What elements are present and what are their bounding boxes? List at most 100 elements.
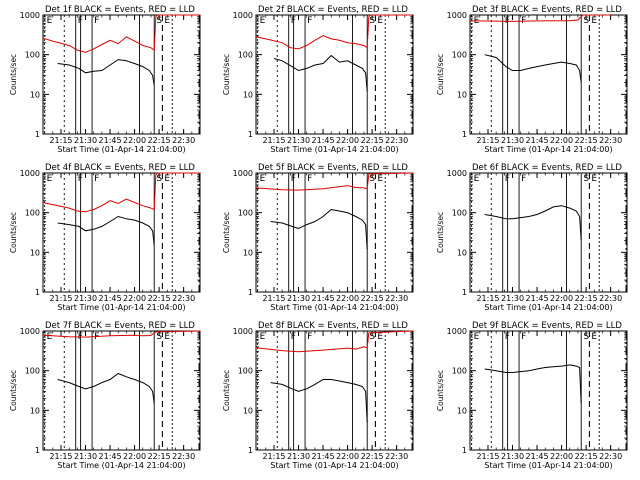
y-axis-label: Counts/sec (436, 212, 445, 253)
events-series-line (484, 364, 582, 404)
x-axis-label: Start Time (01-Apr-14 21:04:00) (270, 303, 398, 312)
x-tick-label: 21:30 (287, 136, 310, 145)
lld-series-line (42, 172, 200, 213)
y-tick-label: 1 (35, 288, 40, 297)
x-tick-label: 22:15 (361, 136, 384, 145)
y-tick-label: 1 (248, 288, 253, 297)
x-tick-label: 22:30 (599, 452, 622, 461)
y-tick-label: 1 (35, 446, 40, 455)
x-axis-label: Start Time (01-Apr-14 21:04:00) (484, 145, 612, 154)
x-tick-label: 22:15 (148, 452, 171, 461)
y-tick-label: 1 (35, 130, 40, 139)
y-tick-label: 100 (238, 51, 253, 60)
lld-series-line (255, 172, 414, 191)
axis-frame (469, 172, 628, 293)
y-tick-label: 100 (25, 51, 40, 60)
x-tick-label: 21:45 (312, 452, 335, 461)
x-tick-label: 22:30 (599, 294, 622, 303)
panel-det-2: Det 2f BLACK = Events, RED = LLD 1 10 100 10… (222, 5, 414, 154)
axis-frame (42, 330, 201, 451)
event-marker-label: E (47, 174, 53, 184)
axis-frame (469, 330, 628, 451)
panel-det-5: Det 5f BLACK = Events, RED = LLD 1 10 100 10… (222, 163, 414, 312)
event-marker-label: E (377, 16, 383, 26)
x-tick-label: 22:00 (550, 452, 573, 461)
panel-det-4: Det 4f BLACK = Events, RED = LLD 1 10 100 10… (9, 163, 201, 312)
y-tick-label: 1 (462, 446, 467, 455)
panel-det-7: Det 7f BLACK = Events, RED = LLD 1 10 100 10… (9, 321, 201, 470)
events-series-line (57, 372, 155, 404)
x-tick-label: 21:15 (476, 136, 499, 145)
y-tick-label: 1000 (447, 169, 467, 178)
y-axis-label: Counts/sec (9, 212, 18, 253)
x-axis-label: Start Time (01-Apr-14 21:04:00) (270, 461, 398, 470)
events-series-line (484, 205, 582, 241)
event-marker-label: E (164, 332, 170, 342)
x-tick-label: 22:00 (123, 136, 146, 145)
y-tick-label: 10 (457, 248, 467, 257)
x-tick-label: 22:30 (599, 136, 622, 145)
y-tick-label: 10 (243, 406, 253, 415)
y-tick-label: 1 (248, 446, 253, 455)
y-tick-label: 1000 (233, 169, 253, 178)
x-tick-label: 21:15 (262, 136, 285, 145)
x-tick-label: 21:15 (49, 294, 72, 303)
event-marker-label: E (591, 174, 597, 184)
x-tick-label: 22:30 (172, 294, 195, 303)
x-tick-label: 21:15 (262, 452, 285, 461)
y-axis-label: Counts/sec (436, 54, 445, 95)
x-tick-label: 21:30 (287, 452, 310, 461)
y-axis-label: Counts/sec (222, 212, 231, 253)
x-tick-label: 22:30 (385, 136, 408, 145)
y-tick-label: 1000 (447, 11, 467, 20)
y-tick-label: 1000 (20, 169, 40, 178)
events-series-line (484, 54, 582, 83)
x-tick-label: 22:00 (550, 294, 573, 303)
axis-frame (255, 172, 414, 293)
panel-det-8: Det 8f BLACK = Events, RED = LLD 1 10 100 10… (222, 321, 414, 470)
x-tick-label: 21:45 (526, 136, 549, 145)
x-axis-label: Start Time (01-Apr-14 21:04:00) (57, 145, 185, 154)
event-marker-label: E (47, 16, 53, 26)
x-tick-label: 21:15 (262, 294, 285, 303)
event-marker-label: F (94, 332, 99, 342)
lld-series-line (42, 14, 200, 53)
x-tick-label: 21:45 (526, 452, 549, 461)
x-tick-label: 22:30 (385, 294, 408, 303)
x-tick-label: 21:15 (476, 294, 499, 303)
y-tick-label: 100 (25, 209, 40, 218)
x-tick-label: 22:15 (575, 294, 598, 303)
x-tick-label: 22:15 (361, 294, 384, 303)
axis-frame (42, 172, 201, 293)
x-axis-label: Start Time (01-Apr-14 21:04:00) (484, 461, 612, 470)
lld-series-line (42, 330, 201, 338)
x-tick-label: 21:15 (49, 136, 72, 145)
x-tick-label: 21:30 (501, 452, 524, 461)
event-marker-label: E (260, 332, 266, 342)
lld-series-line (255, 14, 413, 50)
y-tick-label: 1000 (233, 11, 253, 20)
y-tick-label: 10 (457, 406, 467, 415)
x-tick-label: 22:00 (336, 294, 359, 303)
event-marker-label: E (164, 16, 170, 26)
x-tick-label: 22:15 (361, 452, 384, 461)
x-tick-label: 22:30 (172, 136, 195, 145)
event-marker-label: E (47, 332, 53, 342)
y-tick-label: 100 (452, 51, 467, 60)
panel-det-3: Det 3f BLACK = Events, RED = LLD 1 10 100 10… (436, 5, 628, 154)
panel-title: Det 1f BLACK = Events, RED = LLD (45, 5, 195, 15)
axis-frame (255, 330, 414, 451)
lld-series-line (469, 14, 611, 22)
x-tick-label: 21:45 (526, 294, 549, 303)
y-tick-label: 1000 (233, 327, 253, 336)
event-marker-label: E (260, 16, 266, 26)
event-marker-label: S (156, 332, 162, 342)
events-series-line (270, 208, 368, 250)
y-tick-label: 10 (30, 90, 40, 99)
x-tick-label: 21:30 (287, 294, 310, 303)
x-tick-label: 22:15 (575, 452, 598, 461)
y-tick-label: 1 (462, 288, 467, 297)
event-marker-label: S (369, 332, 375, 342)
events-series-line (57, 59, 155, 86)
